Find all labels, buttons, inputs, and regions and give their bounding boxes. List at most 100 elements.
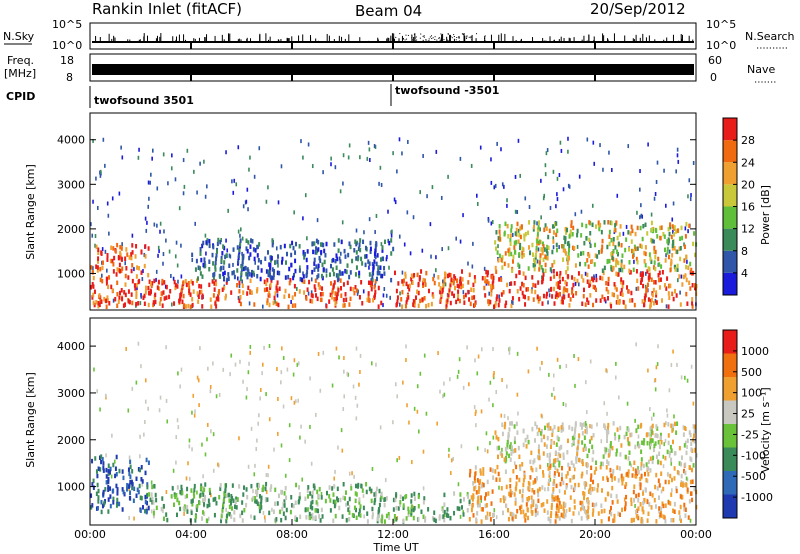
data-cell	[510, 224, 513, 229]
data-cell	[411, 280, 414, 286]
data-cell	[611, 255, 614, 261]
data-speckle	[541, 275, 543, 280]
data-cell	[153, 278, 156, 284]
data-speckle	[342, 407, 345, 412]
data-cell	[691, 297, 694, 302]
data-cell	[607, 220, 610, 225]
data-cell	[610, 252, 613, 257]
data-cell	[131, 278, 134, 284]
data-cell	[536, 241, 539, 246]
data-cell	[636, 514, 639, 519]
data-cell	[367, 280, 370, 286]
data-cell	[100, 454, 103, 459]
data-cell	[484, 503, 487, 509]
data-speckle	[142, 268, 144, 273]
data-cell	[500, 292, 503, 297]
data-cell	[616, 235, 619, 241]
data-cell	[655, 293, 658, 298]
data-speckle	[369, 158, 371, 163]
data-cell	[335, 273, 338, 278]
data-cell	[622, 476, 625, 482]
data-cell	[122, 303, 125, 308]
data-cell	[323, 248, 326, 254]
data-cell	[298, 485, 301, 490]
data-cell	[439, 297, 442, 303]
data-cell	[213, 281, 216, 286]
data-cell	[269, 255, 272, 260]
data-cell	[412, 507, 415, 513]
data-cell	[643, 438, 646, 443]
data-cell	[506, 442, 509, 448]
freq-label-2: [MHz]	[4, 67, 36, 80]
data-cell	[678, 461, 681, 466]
data-cell	[475, 517, 478, 522]
data-cell	[541, 278, 544, 284]
data-cell	[515, 481, 518, 486]
data-cell	[116, 497, 119, 503]
data-cell	[655, 472, 658, 478]
data-cell	[621, 292, 624, 298]
data-cell	[668, 231, 671, 237]
data-cell	[244, 265, 247, 271]
data-cell	[184, 304, 187, 309]
data-cell	[124, 273, 127, 279]
data-cell	[485, 515, 488, 520]
data-cell	[303, 252, 306, 257]
data-cell	[434, 518, 437, 524]
data-cell	[129, 474, 132, 480]
data-cell	[516, 289, 519, 294]
data-speckle	[474, 485, 477, 490]
data-cell	[606, 244, 609, 250]
data-speckle	[492, 403, 494, 408]
x-tick-label: 16:00	[478, 528, 510, 541]
data-cell	[522, 294, 525, 299]
data-cell	[629, 231, 632, 236]
data-cell	[675, 486, 678, 491]
data-cell	[294, 292, 297, 297]
data-cell	[635, 256, 638, 262]
data-cell	[254, 248, 257, 253]
data-cell	[355, 507, 358, 513]
data-cell	[112, 262, 115, 267]
data-cell	[625, 494, 628, 500]
data-cell	[473, 295, 476, 300]
data-cell	[612, 237, 615, 242]
data-cell	[404, 494, 407, 500]
data-speckle	[663, 168, 665, 173]
data-cell	[642, 463, 645, 469]
data-cell	[149, 281, 152, 287]
data-cell	[589, 293, 592, 298]
data-cell	[122, 475, 125, 481]
data-speckle	[394, 200, 397, 205]
data-cell	[136, 265, 139, 270]
data-cell	[607, 289, 610, 295]
data-speckle	[462, 213, 464, 218]
data-cell	[667, 291, 670, 296]
data-cell	[604, 425, 607, 431]
data-cell	[159, 296, 162, 302]
colorbar-tick-label: -100	[741, 449, 766, 462]
data-speckle	[641, 214, 644, 219]
data-cell	[114, 473, 117, 479]
data-cell	[555, 221, 558, 226]
data-cell	[176, 485, 179, 490]
data-speckle	[153, 508, 155, 513]
data-speckle	[506, 384, 508, 389]
data-cell	[523, 514, 526, 519]
nsearch-tick-bottom: 10^0	[706, 39, 736, 52]
data-cell	[200, 289, 203, 295]
data-cell	[530, 504, 533, 509]
data-cell	[645, 286, 648, 292]
colorbar-segment	[723, 162, 737, 185]
data-cell	[373, 284, 376, 290]
data-cell	[673, 476, 676, 481]
data-cell	[317, 247, 320, 252]
data-cell	[616, 299, 619, 305]
data-cell	[282, 501, 285, 507]
data-cell	[547, 478, 550, 484]
data-cell	[568, 303, 571, 308]
data-cell	[597, 511, 600, 516]
data-speckle	[654, 298, 657, 303]
data-cell	[569, 229, 572, 234]
data-cell	[321, 286, 324, 291]
